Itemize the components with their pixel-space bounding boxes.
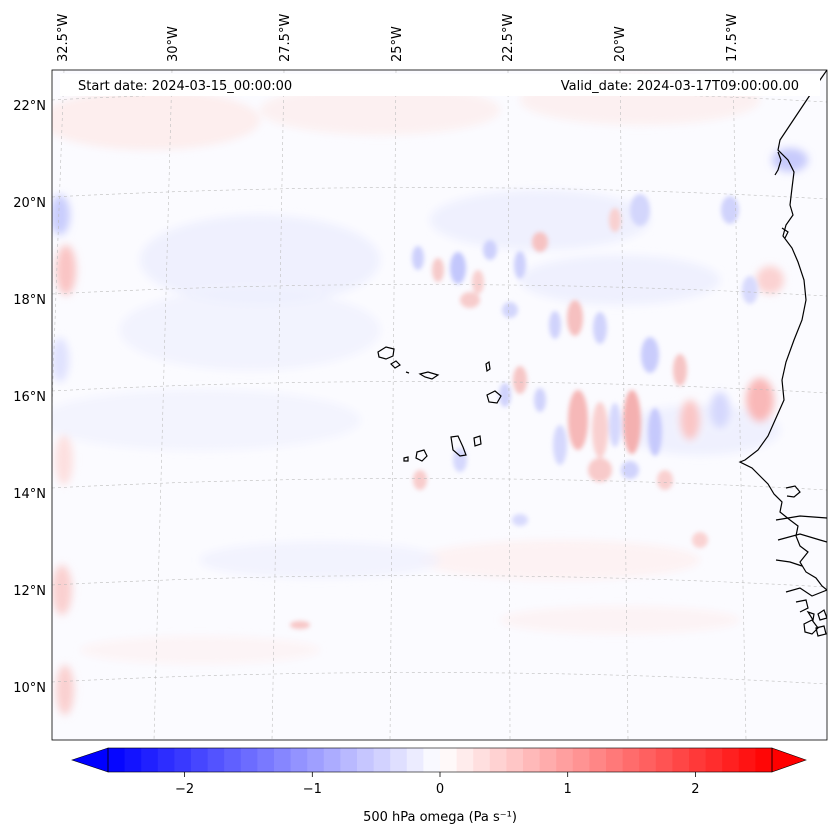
colorbar-cell [722, 748, 740, 772]
colorbar-cell [357, 748, 375, 772]
colorbar-cell [539, 748, 557, 772]
lat-label: 10°N [13, 681, 46, 696]
colorbar-cell [606, 748, 624, 772]
start-date-label: Start date: 2024-03-15_00:00:00 [78, 79, 292, 94]
colorbar-cell [589, 748, 607, 772]
colorbar-cell [274, 748, 292, 772]
lat-label: 18°N [13, 293, 46, 308]
lat-label: 12°N [13, 584, 46, 599]
colorbar: −2 −1 0 1 2 500 hPa omega (Pa s⁻¹) [71, 747, 807, 825]
lat-label: 22°N [13, 99, 46, 114]
island-maio [473, 435, 482, 447]
colorbar-cell [373, 748, 391, 772]
lon-labels: 32.5°W 30°W 27.5°W 25°W 22.5°W 20°W 17.5… [56, 14, 740, 62]
colorbar-cell [556, 748, 574, 772]
colorbar-cell [390, 748, 408, 772]
colorbar-cell [705, 748, 723, 772]
colorbar-cell [141, 748, 159, 772]
colorbar-cell [323, 748, 341, 772]
colorbar-cell [440, 748, 458, 772]
colorbar-cell [257, 748, 275, 772]
colorbar-cell [489, 748, 507, 772]
island-sao-nicolau [418, 371, 440, 380]
colorbar-cell [108, 748, 126, 772]
island-santo-antao [377, 346, 395, 360]
lon-label: 25°W [390, 26, 405, 62]
header-band [60, 74, 820, 96]
island-sao-vicente [390, 360, 401, 369]
island-santa-luzia [405, 371, 410, 374]
colorbar-cell [572, 748, 590, 772]
colorbar-cell [290, 748, 308, 772]
map-panel [52, 70, 827, 740]
colorbar-ticks: −2 −1 0 1 2 [175, 772, 700, 797]
colorbar-cell [755, 748, 773, 772]
colorbar-cell [456, 748, 474, 772]
island-santiago [450, 435, 467, 457]
lat-label: 16°N [13, 390, 46, 405]
colorbar-cell [506, 748, 524, 772]
colorbar-cell [473, 748, 491, 772]
colorbar-tick-label: 1 [564, 782, 572, 797]
island-fogo [415, 449, 428, 462]
lon-label: 22.5°W [501, 14, 516, 62]
colorbar-cell [340, 748, 358, 772]
colorbar-tick-label: 0 [436, 782, 444, 797]
lon-label: 17.5°W [725, 14, 740, 62]
africa-coastline [738, 70, 827, 591]
colorbar-cells [108, 748, 773, 772]
colorbar-extend-max [771, 747, 807, 773]
colorbar-tick-label: −1 [303, 782, 322, 797]
colorbar-cell [672, 748, 690, 772]
colorbar-cell [191, 748, 209, 772]
lon-label: 27.5°W [278, 14, 293, 62]
map-frame [51, 69, 828, 741]
island-sal [485, 360, 491, 373]
valid-date-label: Valid_date: 2024-03-17T09:00:00.00 [561, 79, 799, 94]
colorbar-cell [622, 748, 640, 772]
colorbar-cell [423, 748, 441, 772]
colorbar-cell [124, 748, 142, 772]
lat-label: 14°N [13, 487, 46, 502]
lon-label: 32.5°W [56, 14, 71, 62]
island-boa-vista [486, 390, 502, 404]
omega-field-detail [290, 194, 758, 629]
colorbar-cell [406, 748, 424, 772]
colorbar-cell [307, 748, 325, 772]
colorbar-cell [523, 748, 541, 772]
colorbar-cell [157, 748, 175, 772]
colorbar-label: 500 hPa omega (Pa s⁻¹) [363, 810, 517, 825]
colorbar-tick-label: 2 [691, 782, 699, 797]
lon-label: 30°W [166, 26, 181, 62]
colorbar-cell [240, 748, 258, 772]
lat-labels: 22°N 20°N 18°N 16°N 14°N 12°N 10°N [13, 99, 46, 696]
colorbar-cell [639, 748, 657, 772]
colorbar-cell [224, 748, 242, 772]
colorbar-cell [689, 748, 707, 772]
colorbar-cell [738, 748, 756, 772]
lat-label: 20°N [13, 196, 46, 211]
lon-label: 20°W [613, 26, 628, 62]
colorbar-cell [174, 748, 192, 772]
island-brava [403, 456, 409, 462]
colorbar-extend-min [71, 747, 109, 773]
colorbar-tick-label: −2 [175, 782, 194, 797]
coastlines [377, 70, 827, 637]
colorbar-cell [207, 748, 225, 772]
colorbar-cell [655, 748, 673, 772]
